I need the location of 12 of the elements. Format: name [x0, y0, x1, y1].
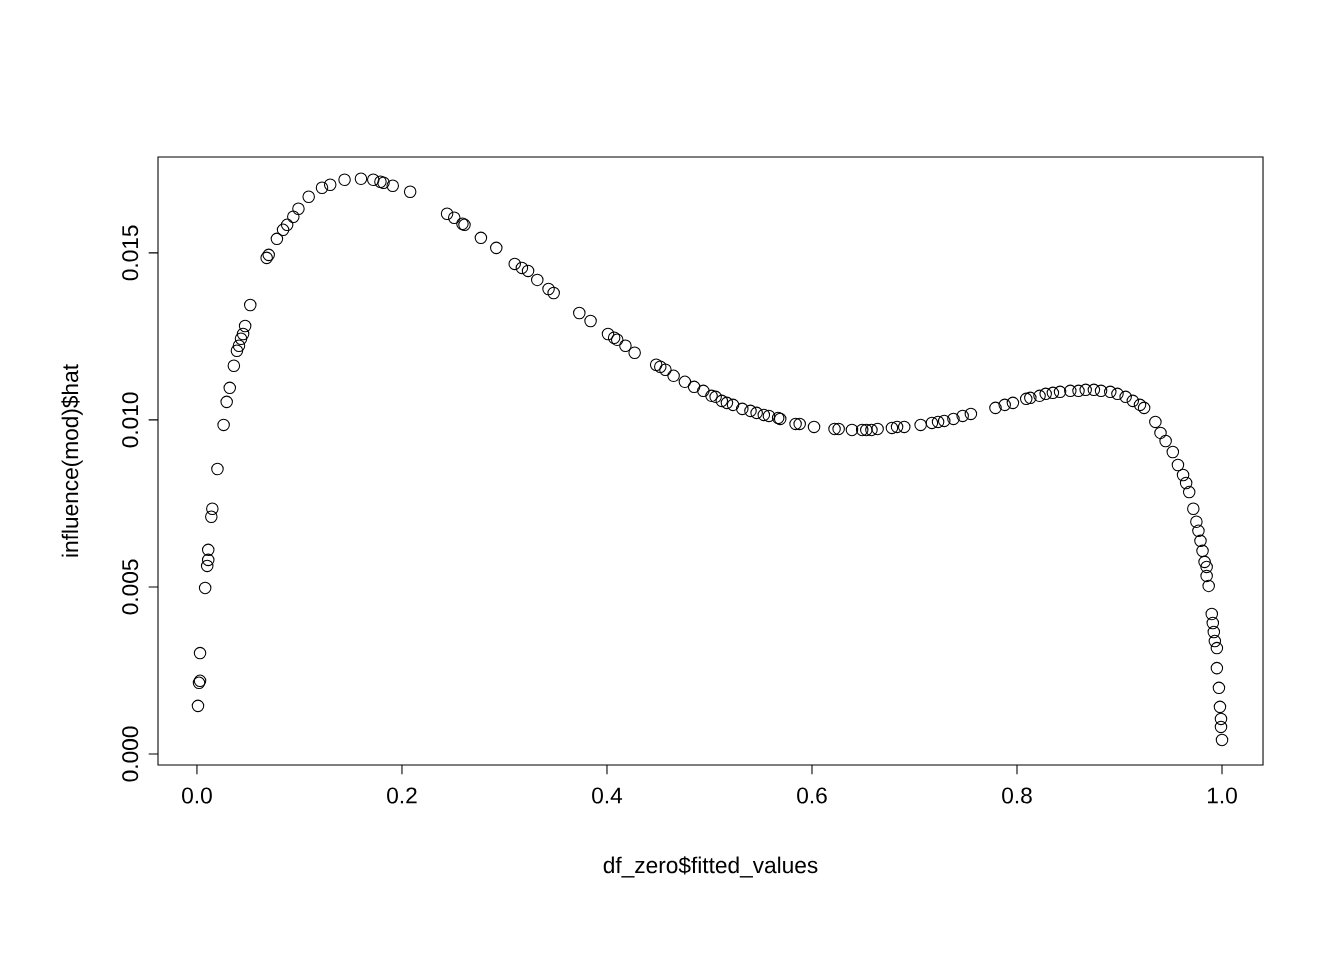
- x-tick-label: 0.0: [182, 787, 212, 804]
- y-tick-label: 0.000: [122, 726, 139, 782]
- x-tick-label: 1.0: [1207, 787, 1237, 804]
- x-axis-title: df_zero$fitted_values: [603, 856, 818, 878]
- y-tick-label: 0.005: [122, 559, 139, 615]
- y-tick-label: 0.015: [122, 225, 139, 281]
- x-tick-label: 0.8: [1002, 787, 1032, 804]
- x-tick-label: 0.2: [387, 787, 417, 804]
- x-tick-label: 0.4: [592, 787, 623, 804]
- x-tick-label: 0.6: [797, 787, 827, 804]
- y-tick-label: 0.010: [122, 392, 139, 448]
- y-axis-title: influence(mod)$hat: [61, 364, 83, 557]
